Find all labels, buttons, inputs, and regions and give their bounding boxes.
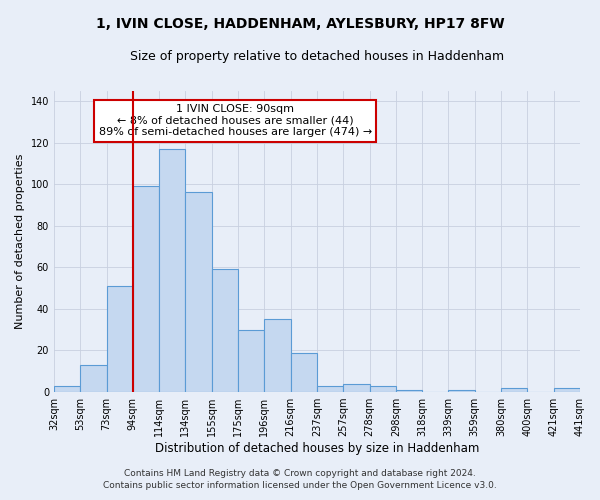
Bar — [80, 365, 107, 392]
X-axis label: Distribution of detached houses by size in Haddenham: Distribution of detached houses by size … — [155, 442, 479, 455]
Bar — [265, 320, 290, 392]
Bar — [185, 192, 212, 392]
Bar — [554, 388, 580, 392]
Text: 1, IVIN CLOSE, HADDENHAM, AYLESBURY, HP17 8FW: 1, IVIN CLOSE, HADDENHAM, AYLESBURY, HP1… — [95, 18, 505, 32]
Bar — [212, 270, 238, 392]
Bar — [159, 149, 185, 392]
Bar — [133, 186, 159, 392]
Bar — [317, 386, 343, 392]
Bar — [501, 388, 527, 392]
Bar — [343, 384, 370, 392]
Bar — [107, 286, 133, 392]
Bar — [370, 386, 396, 392]
Bar — [290, 352, 317, 392]
Text: Contains HM Land Registry data © Crown copyright and database right 2024.
Contai: Contains HM Land Registry data © Crown c… — [103, 468, 497, 490]
Bar — [396, 390, 422, 392]
Y-axis label: Number of detached properties: Number of detached properties — [15, 154, 25, 329]
Title: Size of property relative to detached houses in Haddenham: Size of property relative to detached ho… — [130, 50, 504, 63]
Bar — [54, 386, 80, 392]
Bar — [448, 390, 475, 392]
Bar — [238, 330, 265, 392]
Text: 1 IVIN CLOSE: 90sqm
← 8% of detached houses are smaller (44)
89% of semi-detache: 1 IVIN CLOSE: 90sqm ← 8% of detached hou… — [99, 104, 372, 138]
